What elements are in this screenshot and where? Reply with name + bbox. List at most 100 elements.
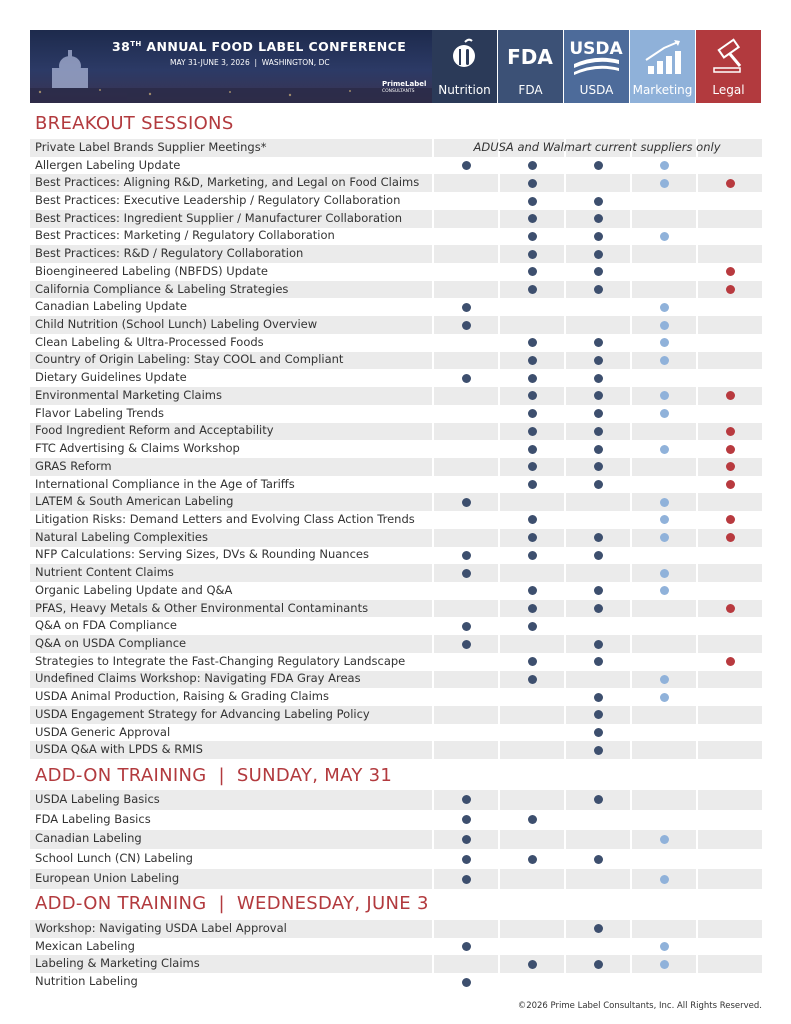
cell [498,457,564,476]
row: Labeling & Marketing Claims [30,955,762,974]
dot [659,533,669,543]
cell [696,617,762,636]
dot [725,285,735,295]
dot [659,444,669,454]
row: Undefined Claims Workshop: Navigating FD… [30,670,762,689]
cell [696,599,762,618]
cell [498,849,564,870]
session-label: Natural Labeling Complexities [35,529,208,544]
cell [432,869,498,889]
cell [432,263,498,281]
dot [527,373,537,383]
dot [659,874,669,884]
cell [498,723,564,742]
dot [527,604,537,614]
cell [696,688,762,707]
session-label: USDA Q&A with LPDS & RMIS [35,742,203,757]
cell [696,280,762,299]
dot [593,161,603,171]
row-bg [30,528,432,547]
row-bg [30,139,432,157]
dot [593,462,603,472]
cell [498,688,564,707]
dot [527,214,537,224]
dot [725,267,735,277]
cell [696,209,762,228]
cell [630,351,696,370]
row-bg [30,688,432,707]
dot [593,692,603,702]
cell [498,333,564,352]
cell [630,263,696,281]
dot [659,497,669,507]
cell [432,809,498,830]
dot [527,550,537,560]
banner: 38TH ANNUAL FOOD LABEL CONFERENCE MAY 31… [30,30,432,103]
row: Litigation Risks: Demand Letters and Evo… [30,511,762,529]
cell [564,475,630,494]
cell [696,790,762,810]
cell [696,546,762,565]
logo-sub: CONSULTANTS [382,89,415,94]
cell [696,564,762,582]
session-label: Flavor Labeling Trends [35,405,165,420]
dot [527,391,537,401]
cell [564,869,630,889]
session-label: European Union Labeling [35,871,180,886]
cell [696,404,762,423]
cell [498,245,564,264]
dot [461,550,471,560]
session-label: International Compliance in the Age of T… [35,476,295,491]
dot [527,480,537,490]
dot [659,355,669,365]
cell [432,475,498,494]
cell [696,706,762,724]
banner-art [30,50,432,103]
cell [564,156,630,175]
session-label: Child Nutrition (School Lunch) Labeling … [35,317,318,332]
row-bg [30,617,432,636]
row: GRAS Reform [30,457,762,476]
title: ANNUAL FOOD LABEL CONFERENCE [146,39,407,54]
cell [696,582,762,600]
dot [461,795,471,805]
cell [564,333,630,352]
row: Canadian Labeling [30,829,762,850]
session-label: USDA Animal Production, Raising & Gradin… [35,689,329,704]
cell [432,404,498,423]
session-label: Best Practices: Marketing / Regulatory C… [35,228,335,243]
cell [498,670,564,689]
cell [696,457,762,476]
cell [630,920,696,938]
row: Food Ingredient Reform and Acceptability [30,422,762,441]
session-label: Best Practices: Aligning R&D, Marketing,… [35,175,420,190]
cell [498,973,564,991]
cell [432,723,498,742]
dot [725,515,735,525]
row: Flavor Labeling Trends [30,404,762,423]
cell [630,741,696,760]
row: Best Practices: Executive Leadership / R… [30,192,762,210]
cell [564,316,630,334]
cell [630,422,696,441]
session-label: Food Ingredient Reform and Acceptability [35,423,274,438]
column-label: Nutrition [438,83,491,97]
dot [461,621,471,631]
cell [564,422,630,441]
cell [564,635,630,653]
cell [630,139,696,157]
row: USDA Q&A with LPDS & RMIS [30,741,762,760]
cell [498,298,564,317]
dot [593,373,603,383]
row-bg [30,457,432,476]
cell [630,475,696,494]
cell [564,937,630,956]
cell [696,528,762,547]
title-number: 38 [112,39,131,54]
cell [696,652,762,671]
row: Environmental Marketing Claims [30,387,762,405]
cell [498,209,564,228]
row: Mexican Labeling [30,937,762,956]
cell [564,829,630,850]
row-bg [30,511,432,529]
